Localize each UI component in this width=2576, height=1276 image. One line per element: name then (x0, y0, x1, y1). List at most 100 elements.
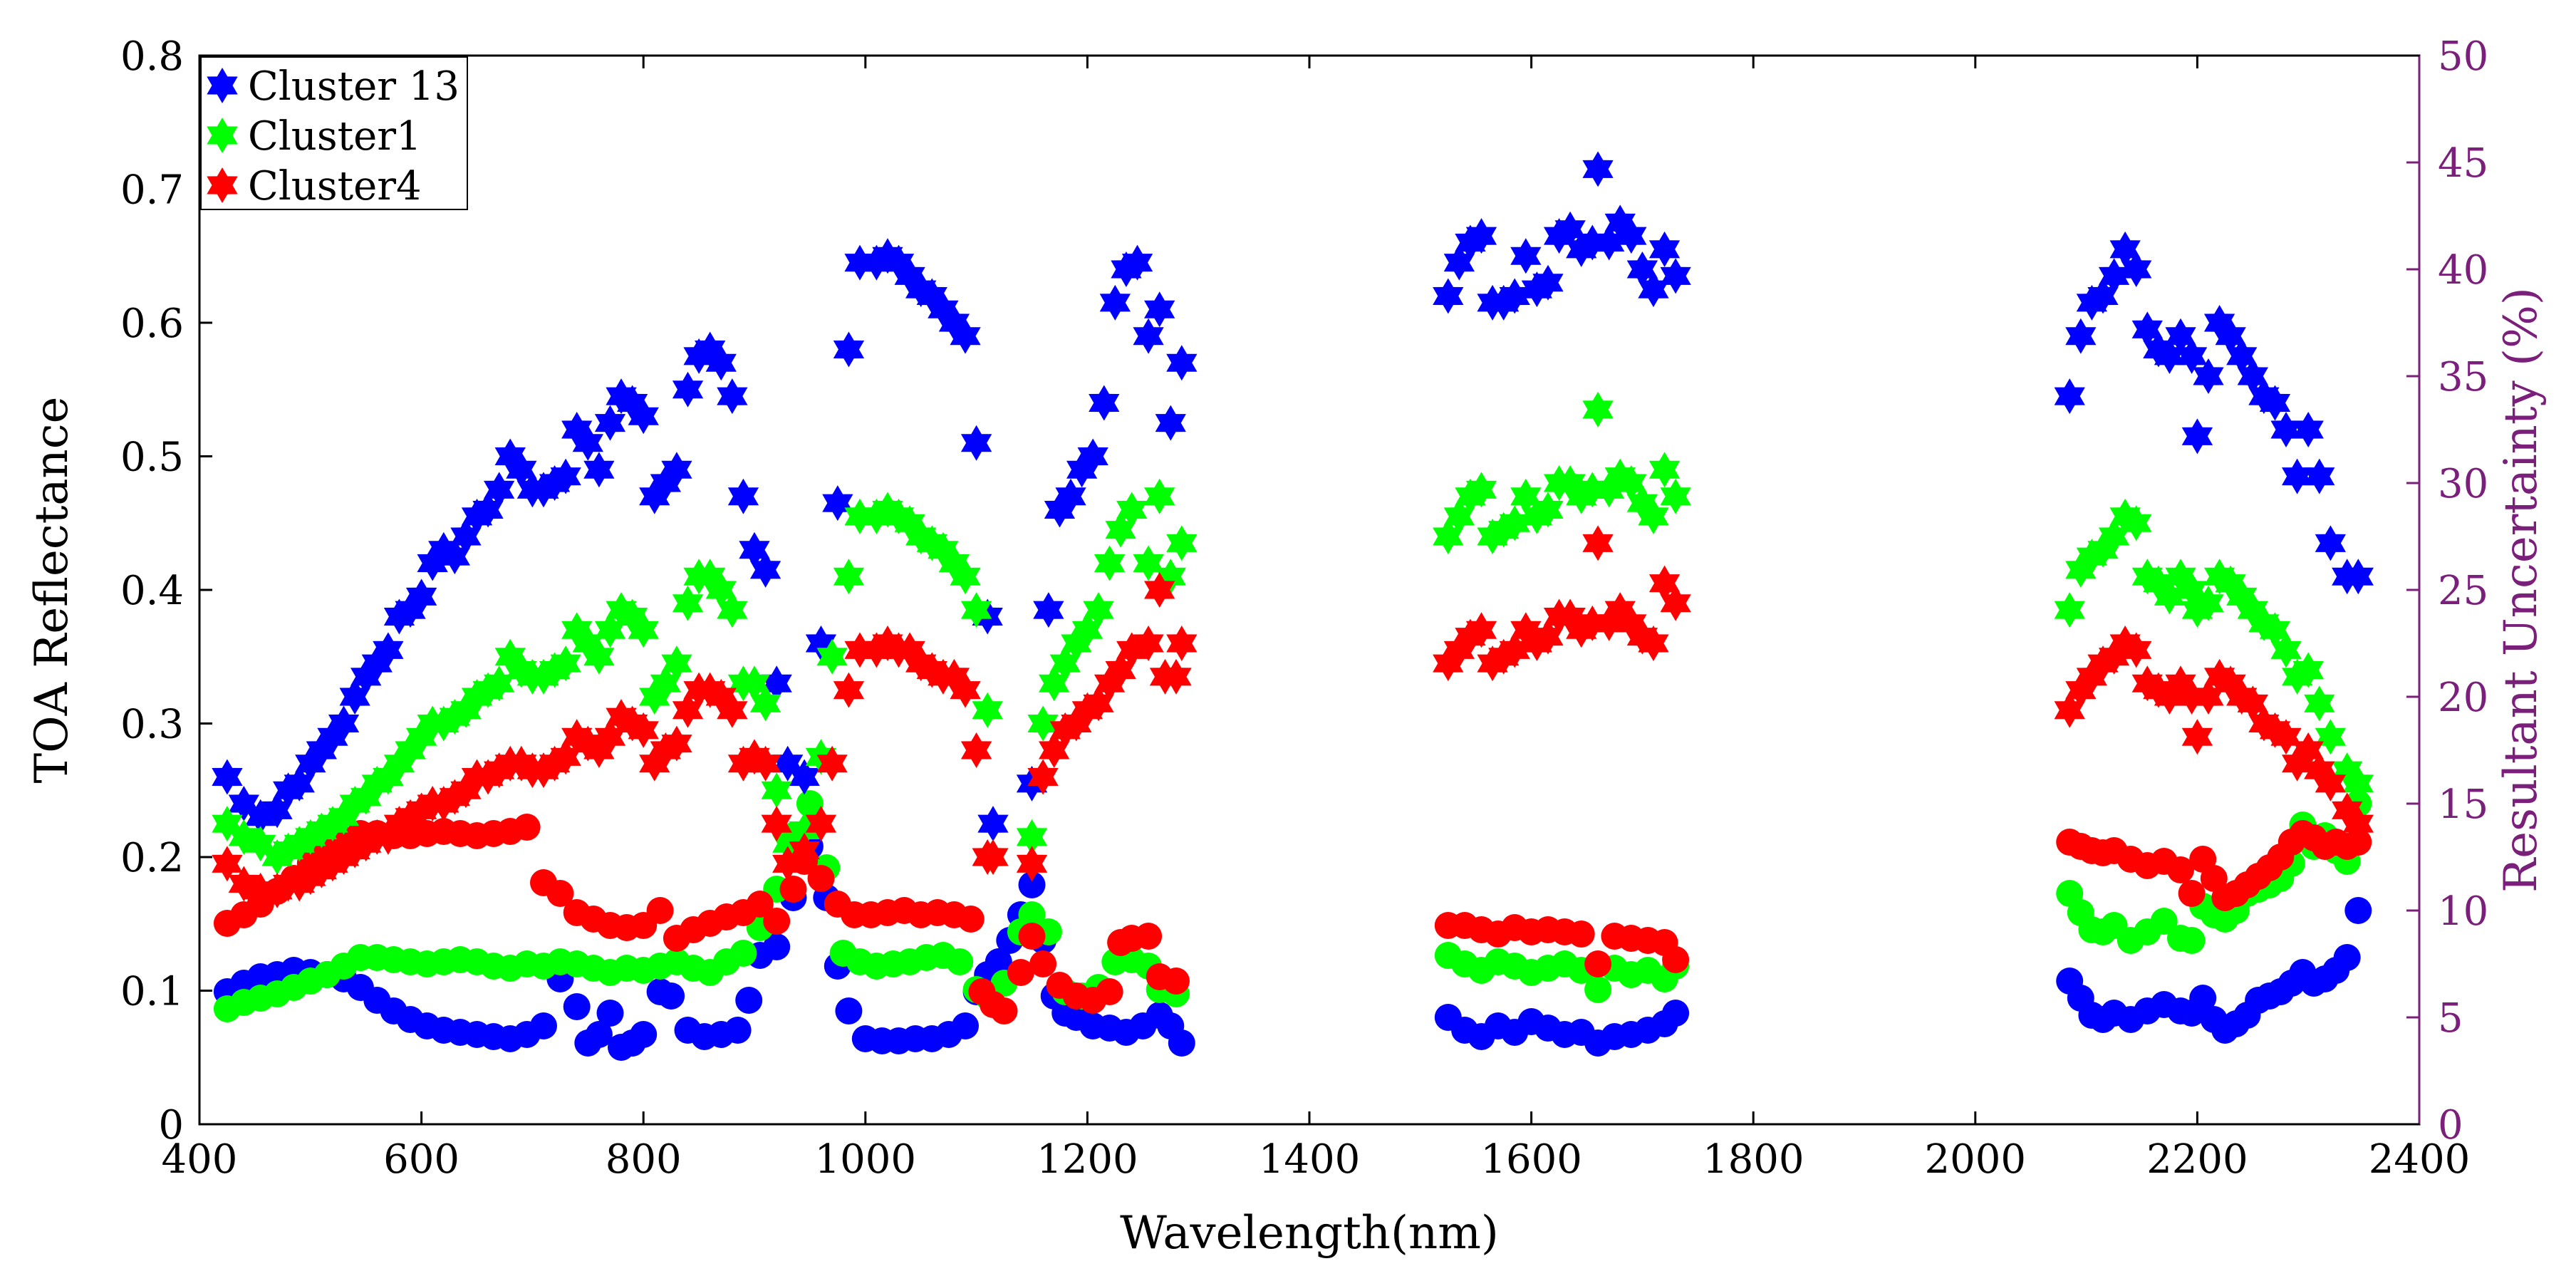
data-point (1465, 218, 1497, 254)
y2-tick-label: 50 (2438, 33, 2488, 80)
data-point (727, 478, 759, 514)
data-point (1433, 278, 1464, 314)
data-point (1166, 525, 1198, 561)
data-point (1121, 244, 1153, 281)
data-point (2342, 765, 2374, 802)
data-point (835, 997, 863, 1025)
legend: Cluster 13 Cluster1 Cluster4 (200, 56, 468, 210)
data-point (550, 645, 581, 682)
data-point (484, 665, 515, 702)
data-point (661, 645, 692, 682)
data-point (630, 1021, 658, 1048)
y2-tick-label: 35 (2438, 354, 2488, 400)
data-point (2344, 897, 2372, 924)
x-tick-label: 1600 (1480, 1136, 1582, 1183)
data-point (1166, 626, 1198, 661)
data-point (2292, 412, 2324, 447)
legend-marker (207, 167, 238, 203)
data-point (1648, 231, 1681, 267)
data-point (2189, 985, 2217, 1012)
data-point (1660, 258, 1691, 294)
data-point (658, 982, 685, 1010)
data-point (749, 551, 781, 588)
data-point (717, 378, 748, 415)
x-tick-label: 1800 (1703, 1136, 1804, 1183)
data-point (763, 933, 791, 960)
data-point (1163, 968, 1190, 995)
data-point (735, 987, 763, 1014)
data-point (1027, 705, 1059, 742)
legend-label-cluster4: Cluster4 (248, 163, 422, 209)
data-point (1144, 478, 1175, 514)
data-point (1033, 592, 1064, 628)
y2-tick-label: 0 (2438, 1102, 2463, 1148)
x-axis-title: Wavelength(nm) (1120, 1207, 1499, 1260)
data-point (328, 705, 360, 742)
data-point (1007, 959, 1034, 986)
y-tick-label: 0.3 (120, 702, 184, 748)
data-point (2315, 765, 2346, 802)
data-point (1582, 151, 1614, 187)
data-point (405, 579, 437, 615)
data-point (805, 806, 837, 842)
data-point (661, 452, 692, 488)
data-point (583, 638, 615, 675)
y2-tick-label: 20 (2438, 675, 2488, 721)
data-point (1096, 978, 1123, 1005)
data-point (572, 425, 603, 461)
data-point (2150, 908, 2178, 935)
data-point (977, 806, 1009, 842)
data-point (1662, 946, 1690, 973)
data-point (749, 745, 781, 782)
data-point (1499, 505, 1530, 541)
data-point (550, 458, 581, 494)
data-point (1016, 846, 1048, 882)
data-point (816, 638, 848, 675)
data-point (2181, 418, 2213, 455)
data-point (2178, 880, 2206, 907)
x-tick-label: 2000 (1925, 1136, 2027, 1183)
data-point (717, 692, 748, 728)
data-point (1532, 492, 1564, 528)
data-point (833, 331, 865, 368)
data-point (1532, 264, 1564, 301)
data-point (484, 472, 515, 508)
y-tick-label: 0.6 (120, 301, 184, 347)
data-point (749, 685, 781, 722)
data-point (972, 692, 1003, 728)
data-point (950, 559, 981, 595)
data-point (1582, 391, 1614, 427)
x-tick-label: 2200 (2146, 1136, 2248, 1183)
y2-tick-label: 30 (2438, 461, 2488, 507)
data-point (789, 759, 820, 795)
y-tick-label: 0.8 (120, 33, 184, 80)
data-point (1160, 658, 1192, 695)
data-point (946, 948, 974, 975)
data-point (212, 846, 243, 882)
data-point (789, 832, 820, 868)
data-point (985, 948, 1012, 975)
data-point (1018, 901, 1046, 928)
y-tick-label: 0.2 (120, 835, 184, 881)
data-point (1027, 759, 1059, 795)
tick-labels: 400 600 800 1000 1200 1400 1600 1800 2000 2200 240… (120, 33, 2488, 1183)
data-point (1499, 278, 1530, 314)
data-point (2304, 685, 2335, 722)
x-tick-label: 400 (162, 1136, 238, 1183)
data-point (1166, 345, 1198, 381)
data-point (2054, 378, 2085, 415)
data-point (807, 865, 835, 892)
data-point (779, 876, 807, 903)
series-cluster1-uncertainty (213, 790, 2372, 1022)
data-point (1089, 385, 1120, 421)
data-point (585, 1021, 613, 1048)
data-point (960, 425, 992, 461)
y-tick-label: 0.1 (120, 969, 184, 1015)
data-point (960, 592, 992, 628)
data-point (729, 940, 757, 967)
data-point (960, 732, 992, 768)
y2-tick-label: 40 (2438, 247, 2488, 294)
data-point (950, 318, 981, 354)
data-point (705, 345, 737, 381)
data-point (1083, 592, 1114, 628)
